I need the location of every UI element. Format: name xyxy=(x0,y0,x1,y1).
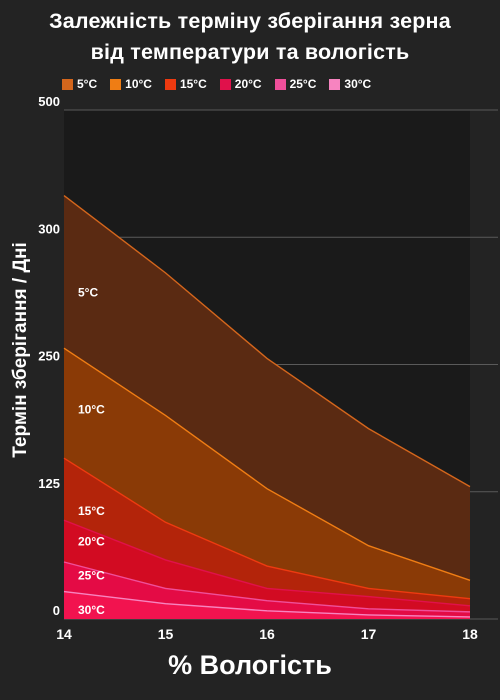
y-tick-label: 250 xyxy=(38,349,60,364)
y-axis-label: Термін зберігання / Дні xyxy=(10,242,31,458)
y-tick-label: 0 xyxy=(53,603,60,618)
x-tick-label: 15 xyxy=(158,626,174,642)
x-axis-label: % Вологість xyxy=(168,650,332,680)
legend-item-5c[interactable]: 5°C xyxy=(62,77,97,91)
chart-title-line-2: від температури та вологість xyxy=(90,40,410,64)
legend-swatch xyxy=(164,78,176,90)
legend-item-25c[interactable]: 25°C xyxy=(274,77,317,91)
series-line-6 xyxy=(63,590,471,618)
legend-swatch xyxy=(110,78,122,90)
chart-title-line-1: Залежність терміну зберігання зерна xyxy=(49,9,451,33)
legend-label: 25°C xyxy=(289,77,317,91)
y-tick-label: 500 xyxy=(38,94,60,109)
series-label: 25°C xyxy=(78,568,105,582)
area-6 xyxy=(64,591,470,619)
x-tick-label: 17 xyxy=(361,626,377,642)
series-line-2 xyxy=(63,347,471,581)
legend-swatch xyxy=(219,78,231,90)
series-label: 30°C xyxy=(78,603,105,617)
series-line-4 xyxy=(63,519,471,607)
legend-swatch xyxy=(62,78,73,90)
legend-item-15c[interactable]: 15°C xyxy=(164,77,207,91)
series-line-1 xyxy=(63,194,471,488)
legend: 5°C 10°C 15°C 20°C 25°C 30°C xyxy=(62,77,384,91)
y-tick-label: 125 xyxy=(38,476,60,491)
legend-item-10c[interactable]: 10°C xyxy=(110,77,152,91)
series-line-3 xyxy=(63,457,471,600)
x-tick-label: 16 xyxy=(259,626,275,642)
series-label: 10°C xyxy=(78,402,105,416)
legend-item-20c[interactable]: 20°C xyxy=(219,77,262,91)
series-label: 5°C xyxy=(78,285,98,299)
series-label: 15°C xyxy=(78,504,105,518)
legend-label: 15°C xyxy=(179,77,207,91)
x-tick-label: 18 xyxy=(462,626,478,642)
legend-label: 20°C xyxy=(234,77,262,91)
legend-label: 10°C xyxy=(125,77,152,91)
series-label: 20°C xyxy=(78,535,105,549)
legend-item-30c[interactable]: 30°C xyxy=(329,77,371,91)
y-tick-label: 300 xyxy=(38,221,60,236)
series-line-5 xyxy=(63,561,471,613)
x-tick-label: 14 xyxy=(56,626,72,642)
legend-swatch xyxy=(329,78,341,90)
legend-label: 5°C xyxy=(77,77,98,91)
legend-label: 30°C xyxy=(344,77,372,91)
legend-swatch xyxy=(274,78,286,90)
chart-title: Залежність терміну зберігання зерна від … xyxy=(0,6,500,68)
